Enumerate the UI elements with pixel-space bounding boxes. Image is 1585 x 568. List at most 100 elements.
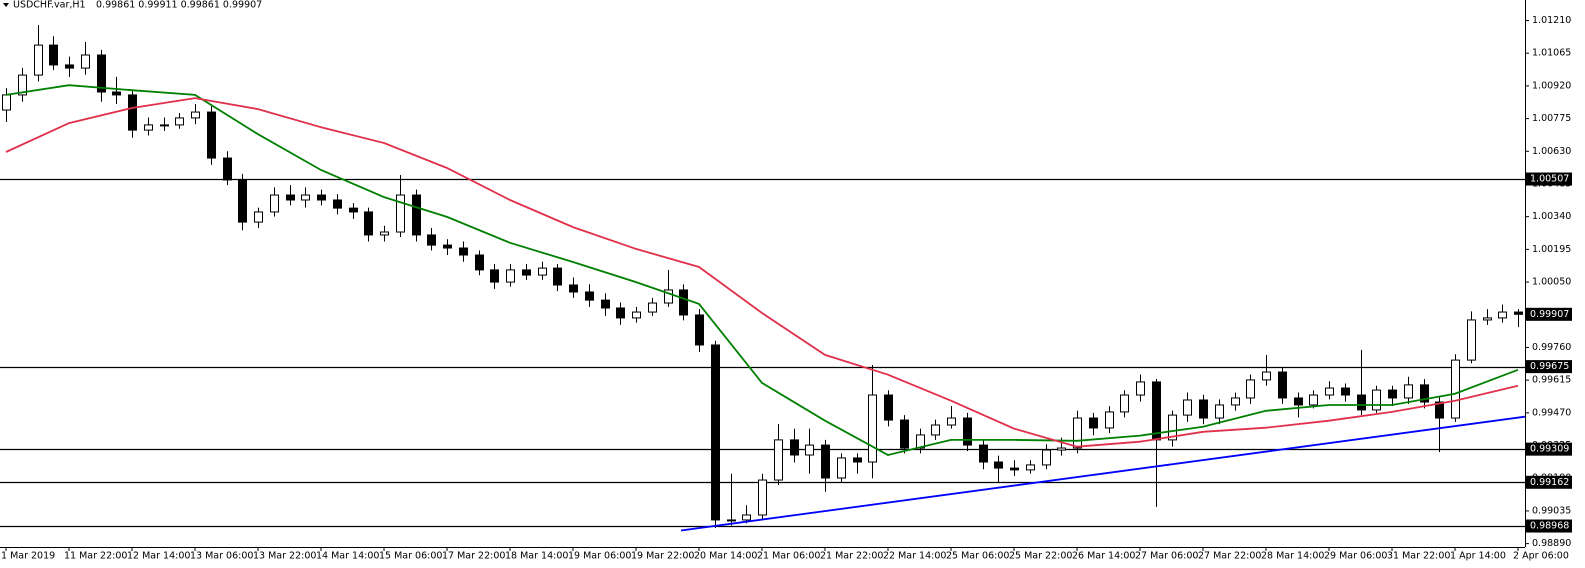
- candle-body: [396, 194, 405, 233]
- candle-body: [270, 194, 279, 213]
- price-label: 0.99675: [1530, 361, 1569, 372]
- candle-body: [65, 64, 74, 69]
- candle-body: [648, 302, 657, 313]
- x-tick-label: 2 Apr 06:00: [1513, 551, 1569, 562]
- candle-body: [191, 111, 200, 119]
- x-tick-label: 25 Mar 06:00: [946, 551, 1009, 562]
- candle-body: [364, 211, 373, 236]
- x-tick-label: 1 Mar 2019: [1, 551, 55, 562]
- candle-body: [286, 194, 295, 201]
- x-tick-label: 19 Mar 06:00: [568, 551, 631, 562]
- candle-body: [900, 419, 909, 449]
- candle-body: [979, 444, 988, 463]
- y-tick-label: 1.00195: [1532, 244, 1571, 255]
- candle-body: [1262, 371, 1271, 381]
- candle-body: [1231, 397, 1240, 406]
- x-tick-label: 26 Mar 14:00: [1072, 551, 1135, 562]
- candle-body: [1246, 379, 1255, 399]
- candle-body: [2, 94, 11, 111]
- candle-body: [1325, 387, 1334, 396]
- candle-body: [97, 54, 106, 93]
- candle-body: [223, 157, 232, 181]
- candle-body: [1215, 404, 1224, 419]
- candle-body: [790, 439, 799, 456]
- indicator-line: [5, 84, 1519, 456]
- x-tick-label: 18 Mar 14:00: [505, 551, 568, 562]
- x-tick-label: 25 Mar 22:00: [1009, 551, 1072, 562]
- candle-body: [632, 311, 641, 319]
- x-tick-label: 20 Mar 14:00: [694, 551, 757, 562]
- candle-body: [931, 424, 940, 436]
- candle-body: [868, 394, 877, 463]
- price-label-box: [1526, 442, 1572, 456]
- y-tick-label: 1.01065: [1532, 48, 1571, 59]
- candle-body: [18, 74, 27, 96]
- candle-body: [758, 479, 767, 516]
- x-tick-label: 27 Mar 22:00: [1198, 551, 1261, 562]
- y-tick-label: 0.99470: [1532, 407, 1571, 418]
- candle-body: [695, 314, 704, 346]
- price-label: 0.99162: [1530, 477, 1569, 488]
- price-label: 0.99907: [1530, 309, 1569, 320]
- x-tick-label: 11 Mar 22:00: [64, 551, 127, 562]
- candle-body: [1388, 389, 1397, 399]
- candle-body: [805, 444, 814, 456]
- candle-body: [1309, 394, 1318, 406]
- y-tick-label: 0.99760: [1532, 342, 1571, 353]
- x-tick-label: 1 Apr 14:00: [1450, 551, 1506, 562]
- candle-body: [317, 194, 326, 201]
- candle-body: [1498, 311, 1507, 319]
- x-tick-label: 27 Mar 06:00: [1135, 551, 1198, 562]
- candle-body: [34, 44, 43, 76]
- candle-body: [853, 457, 862, 463]
- candle-body: [1183, 399, 1192, 416]
- candle-body: [1026, 464, 1035, 471]
- candle-body: [585, 291, 594, 301]
- candle-body: [538, 267, 547, 276]
- candle-body: [1152, 381, 1161, 441]
- x-tick-label: 14 Mar 14:00: [316, 551, 379, 562]
- candle-body: [475, 254, 484, 271]
- x-tick-label: 29 Mar 06:00: [1324, 551, 1387, 562]
- y-tick-label: 1.00775: [1532, 113, 1571, 124]
- y-tick-label: 0.99035: [1532, 505, 1571, 516]
- candle-body: [711, 344, 720, 521]
- candle-body: [380, 231, 389, 236]
- menu-arrow[interactable]: [3, 3, 9, 7]
- x-tick-label: 22 Mar 14:00: [883, 551, 946, 562]
- x-tick-label: 21 Mar 22:00: [820, 551, 883, 562]
- candle-body: [1168, 414, 1177, 441]
- candle-body: [1010, 467, 1019, 471]
- price-label: 1.00507: [1530, 174, 1569, 185]
- candle-body: [160, 124, 169, 127]
- candle-body: [553, 267, 562, 286]
- price-label-box: [1526, 172, 1572, 186]
- candle-body: [112, 91, 121, 96]
- candle-body: [1420, 384, 1429, 403]
- candle-body: [1467, 319, 1476, 361]
- x-tick-label: 21 Mar 06:00: [757, 551, 820, 562]
- price-label: 0.99309: [1530, 444, 1569, 455]
- candle-body: [333, 199, 342, 209]
- candle-body: [49, 44, 58, 66]
- candle-body: [254, 211, 263, 223]
- y-tick-label: 1.00630: [1532, 146, 1571, 157]
- x-tick-label: 13 Mar 22:00: [253, 551, 316, 562]
- candle-body: [412, 194, 421, 236]
- candle-body: [238, 179, 247, 223]
- candle-body: [1278, 371, 1287, 399]
- y-tick-label: 1.00050: [1532, 277, 1571, 288]
- candle-body: [128, 94, 137, 131]
- indicator-line: [5, 97, 1519, 448]
- candle-body: [1294, 397, 1303, 406]
- candle-body: [821, 444, 830, 479]
- x-tick-label: 19 Mar 22:00: [631, 551, 694, 562]
- candle-body: [774, 439, 783, 481]
- indicator-line: [680, 415, 1526, 532]
- candle-body: [616, 307, 625, 319]
- candle-body: [81, 54, 90, 69]
- x-tick-label: 17 Mar 22:00: [442, 551, 505, 562]
- x-tick-label: 13 Mar 06:00: [190, 551, 253, 562]
